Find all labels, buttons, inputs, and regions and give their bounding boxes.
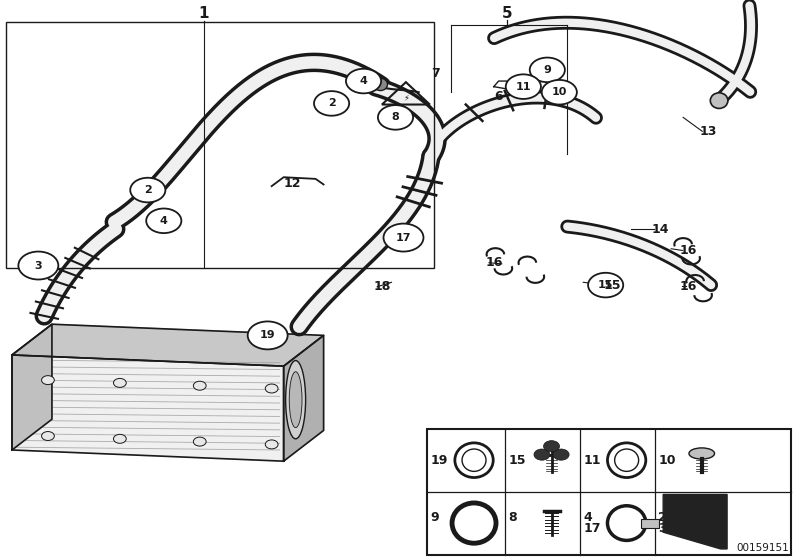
Text: 11: 11 bbox=[515, 82, 531, 92]
Circle shape bbox=[265, 384, 278, 393]
Circle shape bbox=[506, 74, 541, 99]
Text: 8: 8 bbox=[508, 511, 517, 524]
Text: 16: 16 bbox=[679, 280, 697, 293]
Circle shape bbox=[384, 224, 423, 252]
Circle shape bbox=[18, 252, 58, 280]
Text: 3: 3 bbox=[34, 260, 42, 271]
Text: 11: 11 bbox=[583, 454, 601, 467]
Text: 8: 8 bbox=[392, 112, 400, 122]
Bar bbox=[641, 519, 658, 528]
Circle shape bbox=[534, 449, 550, 460]
Ellipse shape bbox=[286, 361, 305, 439]
Ellipse shape bbox=[710, 93, 728, 108]
Circle shape bbox=[113, 378, 126, 387]
Polygon shape bbox=[12, 324, 52, 450]
Text: 18: 18 bbox=[374, 280, 392, 293]
Polygon shape bbox=[663, 495, 727, 549]
Text: 9: 9 bbox=[543, 65, 551, 75]
Ellipse shape bbox=[462, 449, 486, 471]
Text: 2: 2 bbox=[144, 185, 152, 195]
Text: 5: 5 bbox=[502, 7, 513, 21]
Circle shape bbox=[193, 437, 206, 446]
Text: 1: 1 bbox=[198, 7, 209, 21]
Ellipse shape bbox=[289, 372, 302, 428]
Circle shape bbox=[130, 178, 165, 202]
Ellipse shape bbox=[689, 448, 714, 459]
Bar bbox=[427, 429, 791, 555]
Text: 9: 9 bbox=[431, 511, 439, 524]
Text: 16: 16 bbox=[679, 244, 697, 257]
Text: 2: 2 bbox=[658, 511, 667, 524]
Text: 7: 7 bbox=[431, 67, 440, 80]
Text: 10: 10 bbox=[658, 454, 676, 467]
Ellipse shape bbox=[614, 449, 638, 471]
Circle shape bbox=[248, 321, 288, 349]
Circle shape bbox=[530, 58, 565, 82]
Text: 4: 4 bbox=[160, 216, 168, 226]
Ellipse shape bbox=[464, 514, 484, 532]
Text: 00159151: 00159151 bbox=[737, 543, 789, 553]
Text: 15: 15 bbox=[603, 278, 621, 292]
Text: 17: 17 bbox=[583, 522, 601, 535]
Text: 3: 3 bbox=[658, 522, 667, 535]
Bar bbox=[6, 22, 434, 268]
Ellipse shape bbox=[373, 78, 388, 91]
Circle shape bbox=[113, 434, 126, 443]
Circle shape bbox=[588, 273, 623, 297]
Circle shape bbox=[553, 449, 569, 460]
Circle shape bbox=[378, 105, 413, 130]
Circle shape bbox=[193, 381, 206, 390]
Polygon shape bbox=[12, 355, 284, 461]
Text: ⚡: ⚡ bbox=[403, 93, 409, 102]
Text: 15: 15 bbox=[598, 280, 614, 290]
Text: 16: 16 bbox=[486, 256, 503, 269]
Text: 14: 14 bbox=[651, 222, 669, 236]
Text: 2: 2 bbox=[328, 98, 336, 108]
Text: 4: 4 bbox=[583, 511, 592, 524]
Circle shape bbox=[346, 69, 381, 93]
Text: 19: 19 bbox=[260, 330, 276, 340]
Circle shape bbox=[42, 432, 54, 440]
Circle shape bbox=[543, 440, 559, 452]
Text: 13: 13 bbox=[699, 125, 717, 138]
Polygon shape bbox=[12, 324, 324, 366]
Polygon shape bbox=[284, 335, 324, 461]
Circle shape bbox=[265, 440, 278, 449]
Text: 6: 6 bbox=[494, 89, 503, 103]
Text: 12: 12 bbox=[284, 177, 301, 190]
Circle shape bbox=[42, 376, 54, 385]
Text: 15: 15 bbox=[508, 454, 526, 467]
Text: 4: 4 bbox=[360, 76, 368, 86]
Ellipse shape bbox=[690, 512, 714, 534]
Text: 19: 19 bbox=[431, 454, 448, 467]
Text: 17: 17 bbox=[396, 233, 411, 243]
Circle shape bbox=[146, 209, 181, 233]
Circle shape bbox=[314, 91, 349, 116]
Circle shape bbox=[542, 80, 577, 105]
Text: 10: 10 bbox=[551, 87, 567, 97]
